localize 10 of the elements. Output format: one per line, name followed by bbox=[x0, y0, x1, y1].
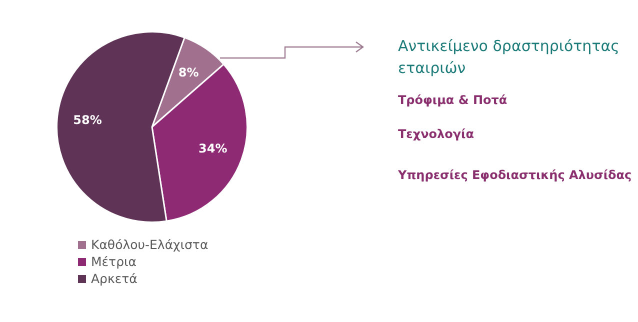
text: Τρόφιμα & Ποτά bbox=[398, 93, 508, 107]
text: Αντικείμενο δραστηριότητας εταιριών bbox=[398, 36, 620, 79]
legend-label: Αρκετά bbox=[91, 271, 138, 286]
legend-label: Μέτρια bbox=[91, 254, 136, 269]
data-label: 58% bbox=[73, 112, 102, 127]
text: Υπηρεσίες Εφοδιαστικής Αλυσίδας bbox=[398, 168, 632, 182]
data-label: 8% bbox=[178, 66, 199, 80]
data-label: 34% bbox=[198, 141, 228, 156]
text: Τεχνολογία bbox=[398, 127, 474, 141]
legend-label: Καθόλου-Ελάχιστα bbox=[91, 237, 208, 252]
